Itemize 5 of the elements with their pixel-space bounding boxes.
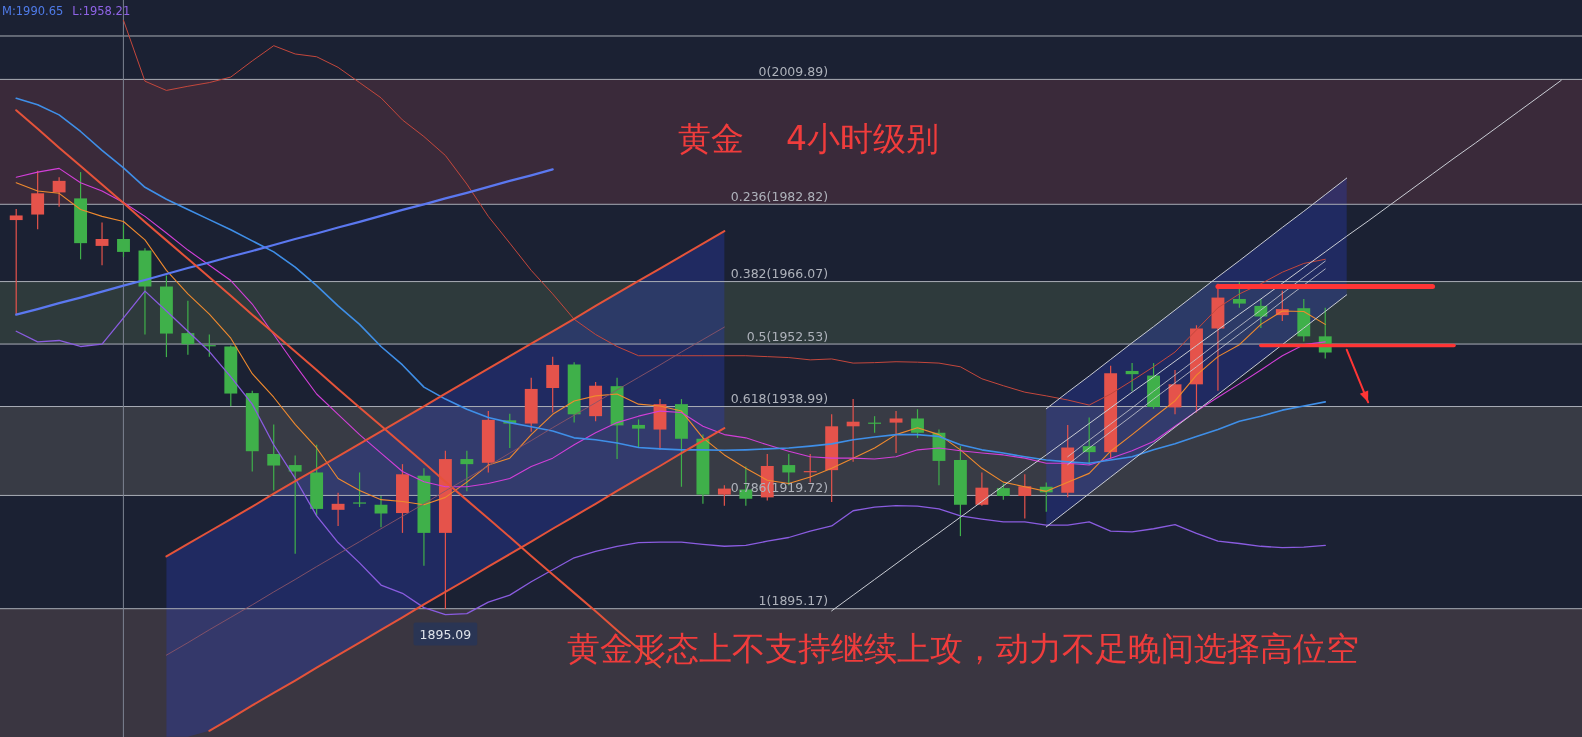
annotation: M:1990.65 <box>2 4 64 18</box>
annotation: L:1958.21 <box>72 4 131 18</box>
annotation: 1895.09 <box>419 626 472 642</box>
title: 黄金 4小时级别 <box>678 118 940 158</box>
annotation: 黄金形态上不支持继续上攻，动力不足晚间选择高位空 <box>567 630 1360 668</box>
